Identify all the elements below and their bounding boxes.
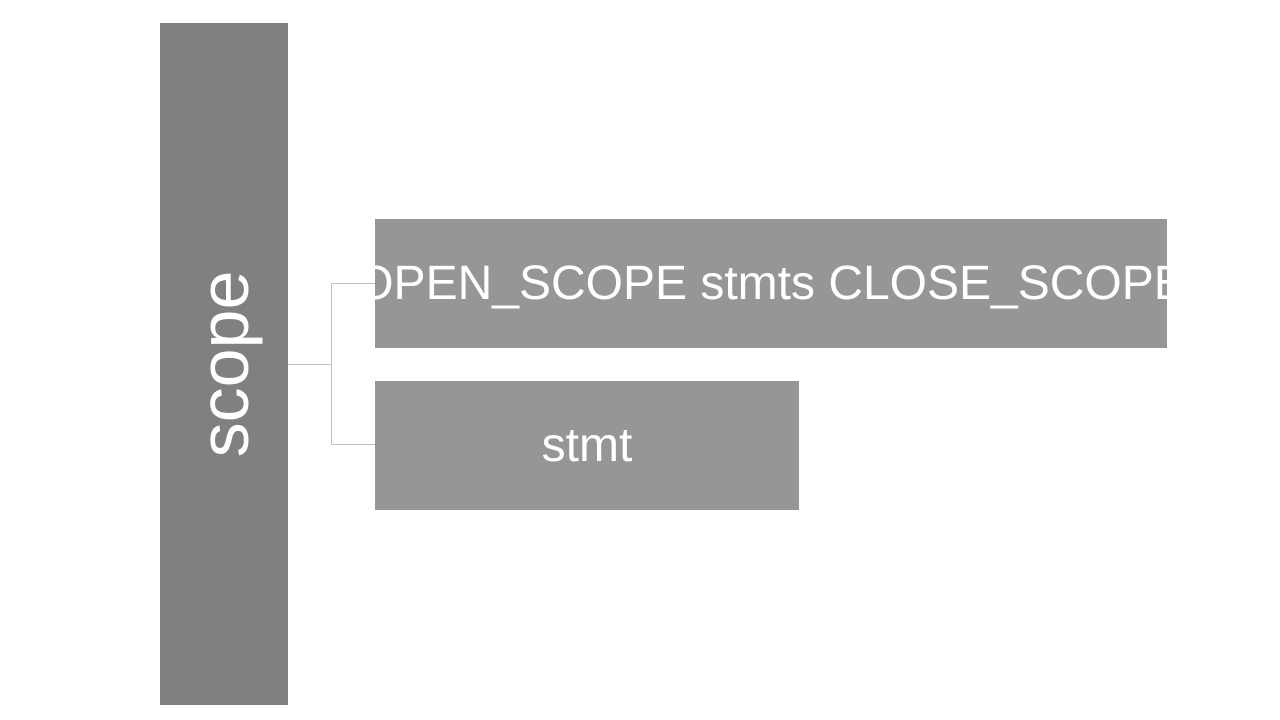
child-node-open-scope-stmts: OPEN_SCOPE stmts CLOSE_SCOPE — [375, 219, 1167, 348]
child-node-label: OPEN_SCOPE stmts CLOSE_SCOPE — [375, 257, 1167, 310]
child-node-label: stmt — [541, 419, 633, 472]
child-node-stmt: stmt — [375, 381, 799, 510]
root-node — [160, 23, 288, 705]
